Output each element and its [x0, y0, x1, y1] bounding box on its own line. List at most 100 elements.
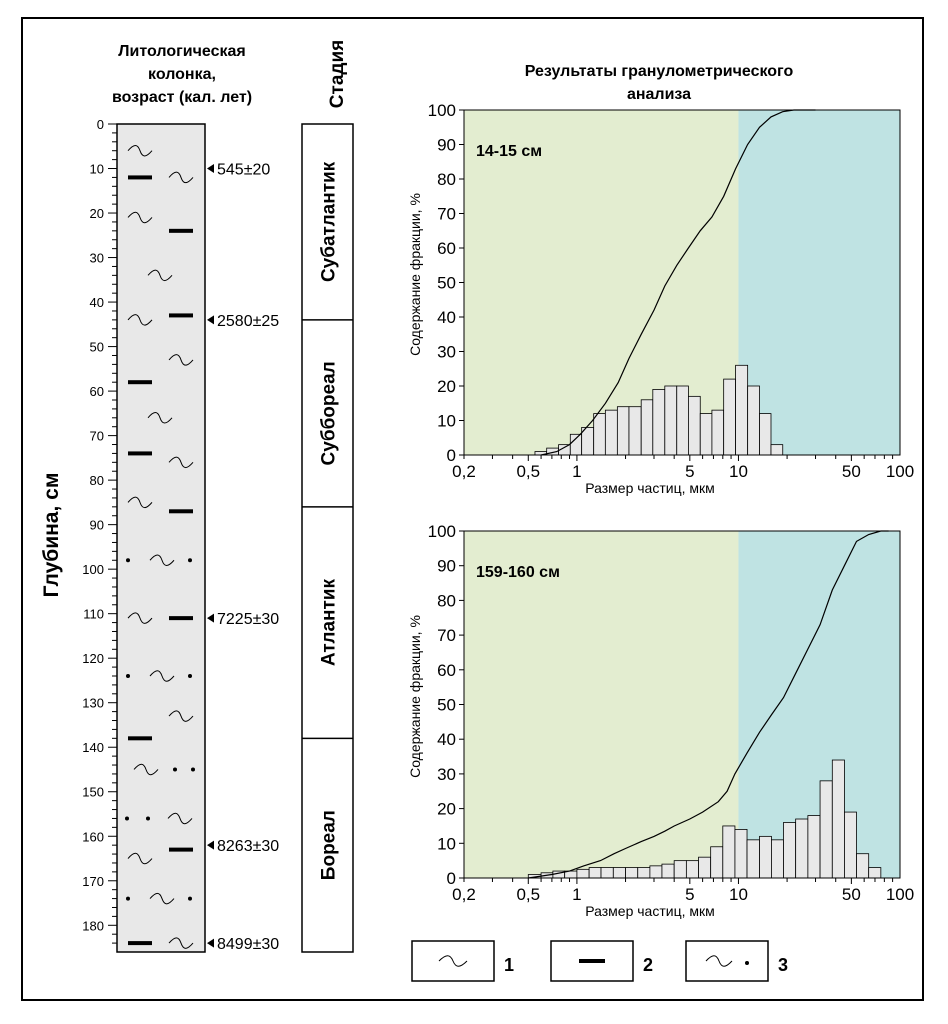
- depth-tick-label: 70: [90, 429, 104, 444]
- date-marker: [207, 938, 214, 948]
- column-title-line-2: колонка,: [148, 66, 216, 83]
- y-tick-label: 40: [437, 308, 456, 327]
- x-tick-label: 0,5: [516, 885, 540, 904]
- stage-header: Стадия: [327, 40, 348, 108]
- histogram-bar: [844, 811, 857, 879]
- depth-tick-label: 180: [82, 918, 104, 933]
- silt-symbol: [149, 670, 175, 682]
- histogram-bar: [628, 406, 642, 456]
- silt-symbol: [127, 496, 153, 509]
- sand-dot-symbol: [126, 896, 130, 901]
- silt-symbol: [147, 269, 173, 282]
- y-tick-label: 10: [437, 834, 456, 853]
- depth-axis-label: Глубина, см: [40, 473, 63, 598]
- histogram-bar: [652, 389, 666, 456]
- x-tick-label: 100: [886, 462, 914, 481]
- silt-symbol: [438, 955, 468, 967]
- histogram-bar: [616, 406, 630, 456]
- histogram-bar: [576, 868, 590, 879]
- y-tick-label: 30: [437, 765, 456, 784]
- depth-tick-label: 10: [90, 162, 104, 177]
- y-axis-label: Содержание фракции, %: [407, 193, 423, 356]
- silt-symbol: [127, 612, 153, 624]
- y-tick-label: 50: [437, 696, 456, 715]
- histogram-bar: [711, 409, 725, 456]
- y-tick-label: 90: [437, 136, 456, 155]
- column-title: Литологическая колонка, возраст (кал. ле…: [112, 43, 252, 106]
- clay-lens-symbol: [169, 616, 193, 621]
- column-title-line-3: возраст (кал. лет): [112, 89, 252, 106]
- depth-tick-label: 110: [83, 607, 104, 622]
- histogram-bar: [625, 867, 639, 879]
- x-tick-label: 10: [729, 885, 748, 904]
- clay-lens-symbol: [128, 941, 152, 946]
- x-tick-label: 5: [685, 462, 694, 481]
- histogram-bar: [831, 759, 845, 879]
- histogram-bar: [673, 860, 687, 879]
- depth-tick-label: 150: [82, 785, 104, 800]
- depth-tick-label: 80: [90, 473, 104, 488]
- x-axis-label: Размер частиц, мкм: [585, 903, 715, 919]
- stage-label: Атлантик: [319, 579, 340, 667]
- silt-symbol: [127, 314, 153, 326]
- date-label: 2580±25: [217, 313, 279, 330]
- y-tick-label: 60: [437, 239, 456, 258]
- legend-number: 1: [504, 955, 514, 975]
- legend-number: 2: [643, 955, 653, 975]
- grain-size-chart-top: 0 10 20 30 40 50 60 70 80 90 100 0,2 0,5 1 5 10 50 100 Раз…: [407, 101, 914, 496]
- sand-dot-symbol: [126, 674, 130, 678]
- x-tick-label: 1: [572, 462, 581, 481]
- column-title-line-1: Литологическая: [118, 43, 245, 60]
- y-tick-label: 100: [428, 522, 456, 541]
- histogram-bar: [747, 385, 760, 456]
- date-label: 545±20: [217, 162, 270, 179]
- histogram-bar: [868, 867, 882, 879]
- depth-axis: 0 10 20 30 40 50 60 70 80 90 100 110 120 130 140 150 160…: [82, 117, 117, 944]
- histogram-bar: [688, 395, 701, 456]
- sample-depth-label: 14-15 см: [476, 143, 542, 160]
- x-tick-label: 0,2: [452, 885, 476, 904]
- date-marker: [207, 613, 214, 623]
- clay-lens-symbol: [128, 736, 152, 741]
- histogram-bar: [723, 378, 736, 456]
- y-tick-label: 80: [437, 170, 456, 189]
- sand-dot-symbol: [188, 558, 192, 563]
- coarse-fraction-zone: [738, 110, 900, 455]
- histogram-bar: [604, 409, 618, 456]
- y-tick-label: 80: [437, 591, 456, 610]
- depth-tick-label: 90: [90, 518, 104, 533]
- histogram-bar: [676, 385, 689, 456]
- y-axis-label: Содержание фракции, %: [407, 615, 423, 778]
- y-tick-label: 100: [428, 101, 456, 120]
- histogram-bar: [856, 853, 870, 879]
- silt-symbol: [168, 354, 194, 366]
- date-label: 7225±30: [217, 611, 279, 628]
- histogram-bar: [661, 863, 675, 879]
- silt-symbol: [168, 171, 194, 184]
- depth-tick-label: 60: [90, 384, 104, 399]
- clay-lens-symbol: [169, 228, 193, 233]
- depth-tick-label: 50: [90, 340, 104, 355]
- sand-dot-symbol: [188, 674, 192, 678]
- histogram-bar: [699, 413, 713, 456]
- histogram-bar: [759, 413, 772, 456]
- y-tick-label: 30: [437, 343, 456, 362]
- histogram-bar: [710, 846, 724, 879]
- histogram-bar: [770, 444, 784, 456]
- x-tick-label: 5: [685, 885, 694, 904]
- depth-tick-label: 120: [82, 651, 104, 666]
- x-tick-label: 10: [729, 462, 748, 481]
- silt-symbol: [127, 144, 153, 157]
- sample-depth-label: 159-160 см: [476, 564, 560, 581]
- x-tick-label: 0,5: [516, 462, 540, 481]
- x-axis-label: Размер частиц, мкм: [585, 480, 715, 496]
- stage-label: Субатлантик: [319, 161, 340, 282]
- y-tick-label: 70: [437, 205, 456, 224]
- figure-frame: [21, 17, 924, 1001]
- y-tick-label: 20: [437, 800, 456, 819]
- date-label: 8499±30: [217, 936, 279, 953]
- sand-dot-symbol: [146, 816, 150, 821]
- histogram-bar: [771, 839, 784, 879]
- depth-tick-label: 170: [82, 874, 104, 889]
